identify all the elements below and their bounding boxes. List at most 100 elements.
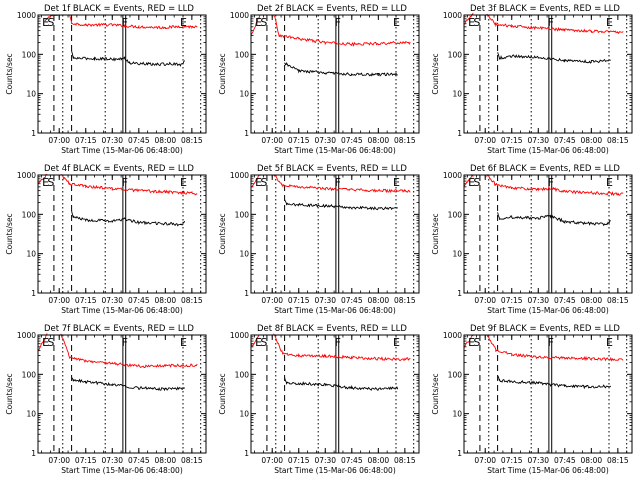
- series-line: [37, 332, 198, 369]
- phase-marker-label: E: [393, 336, 400, 349]
- series-line: [284, 377, 399, 391]
- x-tick-label: 07:30: [314, 136, 336, 145]
- panel-title: Det 4f BLACK = Events, RED = LLD: [44, 164, 194, 174]
- x-tick-label: 07:15: [501, 136, 523, 145]
- phase-marker-label: F: [548, 336, 554, 349]
- y-tick-label: 100: [22, 50, 37, 59]
- phase-marker-label: S: [47, 16, 54, 29]
- phase-marker-label: E: [42, 176, 49, 189]
- x-tick-label: 07:15: [75, 136, 97, 145]
- phase-marker-label: E: [255, 336, 262, 349]
- panel-title: Det 3f BLACK = Events, RED = LLD: [470, 4, 620, 14]
- x-axis-label: Start Time (15-Mar-06 06:48:00): [487, 466, 609, 475]
- y-tick-label: 10: [26, 410, 36, 419]
- plot-frame: [37, 174, 207, 294]
- x-tick-label: 07:15: [288, 296, 310, 305]
- y-tick-label: 1: [457, 129, 462, 138]
- y-tick-label: 100: [22, 210, 37, 219]
- series-line: [463, 12, 624, 34]
- x-tick-label: 07:15: [501, 296, 523, 305]
- y-axis-label: Counts/sec: [5, 373, 14, 414]
- panel-4: Det 4f BLACK = Events, RED = LLD Counts/s…: [5, 164, 207, 315]
- panel-title: Det 5f BLACK = Events, RED = LLD: [257, 164, 407, 174]
- y-axis-label: Counts/sec: [5, 53, 14, 94]
- phase-marker-label: E: [255, 16, 262, 29]
- phase-marker-label: E: [393, 176, 400, 189]
- x-tick-label: 07:45: [341, 456, 363, 465]
- y-tick-label: 1: [457, 289, 462, 298]
- phase-marker-label: E: [42, 16, 49, 29]
- panel-7: Det 7f BLACK = Events, RED = LLD Counts/s…: [5, 324, 207, 475]
- phase-marker-label: E: [468, 176, 475, 189]
- x-axis-label: Start Time (15-Mar-06 06:48:00): [61, 466, 183, 475]
- phase-marker-label: E: [42, 336, 49, 349]
- y-tick-label: 10: [239, 250, 249, 259]
- y-tick-label: 100: [22, 370, 37, 379]
- phase-marker-label: F: [548, 176, 554, 189]
- panel-8: Det 8f BLACK = Events, RED = LLD Counts/s…: [218, 324, 420, 475]
- x-tick-label: 08:00: [155, 456, 177, 465]
- phase-marker-label: F: [335, 336, 341, 349]
- x-tick-label: 07:15: [75, 456, 97, 465]
- y-tick-label: 100: [235, 370, 250, 379]
- y-tick-label: 10: [239, 410, 249, 419]
- series-line: [250, 14, 411, 47]
- y-tick-label: 1: [244, 289, 249, 298]
- x-tick-label: 07:30: [314, 296, 336, 305]
- x-axis-label: Start Time (15-Mar-06 06:48:00): [274, 466, 396, 475]
- y-tick-label: 100: [235, 50, 250, 59]
- x-tick-label: 08:00: [581, 456, 603, 465]
- x-tick-label: 07:45: [128, 456, 150, 465]
- panel-title: Det 2f BLACK = Events, RED = LLD: [257, 4, 407, 14]
- phase-marker-label: S: [260, 16, 267, 29]
- phase-marker-label: S: [260, 176, 267, 189]
- x-tick-label: 08:00: [581, 296, 603, 305]
- y-axis-label: Counts/sec: [431, 213, 440, 254]
- x-tick-label: 07:30: [527, 296, 549, 305]
- panel-9: Det 9f BLACK = Events, RED = LLD Counts/s…: [431, 324, 633, 475]
- y-tick-label: 1000: [230, 331, 249, 340]
- x-tick-label: 07:00: [48, 456, 70, 465]
- phase-marker-label: E: [393, 16, 400, 29]
- x-tick-label: 07:45: [128, 136, 150, 145]
- x-tick-label: 08:00: [155, 136, 177, 145]
- phase-marker-label: E: [180, 16, 187, 29]
- y-tick-label: 1: [31, 289, 36, 298]
- series-line: [497, 52, 611, 64]
- x-tick-label: 07:45: [554, 296, 576, 305]
- plot-frame: [37, 334, 207, 454]
- x-tick-label: 08:15: [181, 456, 203, 465]
- y-axis-label: Counts/sec: [218, 53, 227, 94]
- panel-title: Det 1f BLACK = Events, RED = LLD: [44, 4, 194, 14]
- x-tick-label: 07:45: [341, 296, 363, 305]
- x-tick-label: 08:15: [394, 136, 416, 145]
- y-tick-label: 1: [31, 449, 36, 458]
- phase-marker-label: E: [606, 176, 613, 189]
- phase-marker-label: E: [468, 336, 475, 349]
- series-line: [463, 334, 624, 362]
- series-line: [284, 199, 398, 211]
- y-tick-label: 1: [31, 129, 36, 138]
- x-tick-label: 07:30: [314, 456, 336, 465]
- phase-marker-label: F: [122, 336, 128, 349]
- plot-frame: [463, 334, 633, 454]
- x-tick-label: 08:15: [607, 456, 629, 465]
- x-tick-label: 08:00: [368, 296, 390, 305]
- series-line: [250, 174, 411, 194]
- y-tick-label: 10: [452, 410, 462, 419]
- x-tick-label: 08:00: [581, 136, 603, 145]
- y-axis-label: Counts/sec: [431, 373, 440, 414]
- y-tick-label: 100: [448, 50, 463, 59]
- plot-frame: [250, 14, 420, 134]
- phase-marker-label: E: [180, 336, 187, 349]
- x-tick-label: 07:45: [554, 136, 576, 145]
- phase-marker-label: S: [473, 336, 480, 349]
- x-tick-label: 08:15: [394, 456, 416, 465]
- phase-marker-label: F: [122, 176, 128, 189]
- phase-marker-label: F: [335, 176, 341, 189]
- panel-1: Det 1f BLACK = Events, RED = LLD Counts/s…: [5, 4, 207, 155]
- x-tick-label: 07:15: [288, 136, 310, 145]
- x-tick-label: 07:00: [474, 136, 496, 145]
- y-axis-label: Counts/sec: [5, 213, 14, 254]
- x-tick-label: 07:00: [48, 136, 70, 145]
